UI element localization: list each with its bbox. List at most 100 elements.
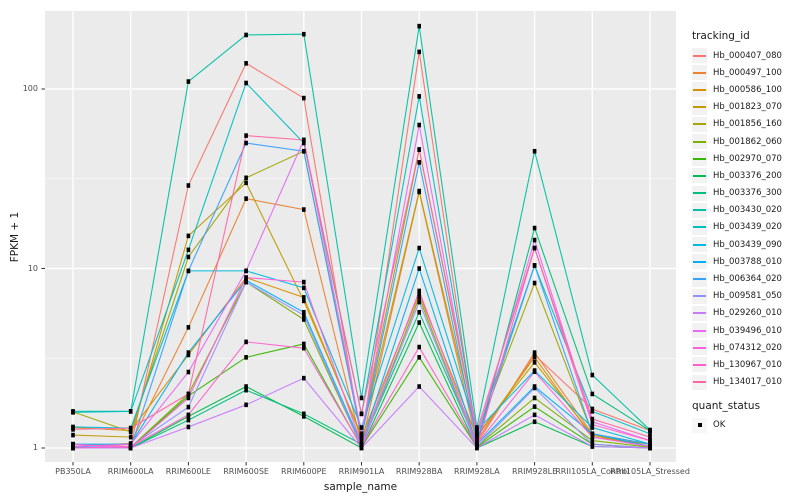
y-tick-label: 100 xyxy=(22,84,38,93)
data-point xyxy=(359,444,364,449)
series-color-line-icon xyxy=(693,157,706,160)
legend-key xyxy=(692,288,707,304)
series-color-line-icon xyxy=(693,140,706,143)
legend-item: Hb_001856_160 xyxy=(692,116,798,133)
legend-item: Hb_003376_300 xyxy=(692,185,798,202)
data-point xyxy=(186,254,191,260)
data-point xyxy=(186,183,191,188)
data-point xyxy=(475,438,479,443)
x-axis-title: sample_name xyxy=(323,481,398,493)
legend-item: Hb_000586_100 xyxy=(692,81,798,98)
legend-item-label: Hb_003439_020 xyxy=(713,222,782,233)
x-tick-label: RRII105LA_Stressed xyxy=(610,467,690,476)
data-point xyxy=(417,310,421,315)
data-point xyxy=(417,288,421,294)
data-point xyxy=(590,422,595,427)
legend-item: Hb_130967_010 xyxy=(692,356,798,373)
legend-item-label: Hb_002970_070 xyxy=(713,153,782,164)
data-point xyxy=(186,391,191,397)
series-color-line-icon xyxy=(693,192,706,195)
x-tick-label: RRIM928LA xyxy=(454,467,500,476)
x-tick-label: RRIM901LA xyxy=(338,467,385,476)
data-point xyxy=(532,280,537,286)
data-point xyxy=(302,341,306,347)
data-point xyxy=(532,369,537,375)
data-point xyxy=(186,352,191,358)
legend-title-tracking-id: tracking_id xyxy=(692,30,750,42)
legend-item-label: Hb_006364_020 xyxy=(713,274,782,285)
data-point xyxy=(244,279,248,285)
legend-item-label: Hb_074312_020 xyxy=(713,342,782,353)
data-point xyxy=(417,160,421,165)
data-point xyxy=(244,61,248,66)
legend-item-label: Hb_039496_010 xyxy=(713,325,782,336)
data-point xyxy=(244,387,248,393)
data-point xyxy=(186,424,191,430)
series-color-line-icon xyxy=(693,381,706,384)
data-point xyxy=(590,391,595,397)
legend-item-label: Hb_003439_090 xyxy=(713,239,782,250)
data-point xyxy=(359,411,364,417)
legend-item: Hb_003376_200 xyxy=(692,167,798,184)
data-point xyxy=(648,427,652,433)
data-point xyxy=(417,266,421,271)
data-point xyxy=(244,339,248,345)
legend-key xyxy=(692,237,707,253)
legend-key xyxy=(692,357,707,373)
data-point xyxy=(532,245,537,251)
series-color-line-icon xyxy=(693,226,706,229)
data-point xyxy=(590,438,595,443)
data-point xyxy=(648,438,652,443)
data-point xyxy=(532,148,537,154)
data-point xyxy=(128,409,133,414)
data-point xyxy=(302,345,306,351)
data-point xyxy=(302,31,306,37)
data-point xyxy=(532,419,537,425)
legend-key xyxy=(692,151,707,167)
data-point xyxy=(590,409,595,414)
legend-item: Hb_000497_100 xyxy=(692,64,798,81)
legend-key xyxy=(692,48,707,64)
legend-key xyxy=(692,323,707,339)
legend-key xyxy=(692,254,707,270)
series-color-line-icon xyxy=(693,278,706,281)
data-point xyxy=(71,445,75,451)
data-point xyxy=(302,95,306,101)
legend-item: Hb_134017_010 xyxy=(692,374,798,391)
legend-key xyxy=(692,65,707,81)
legend-key xyxy=(692,168,707,184)
data-point xyxy=(186,395,191,401)
data-point xyxy=(186,369,191,375)
data-point xyxy=(417,295,421,300)
y-tick-label: 1 xyxy=(32,443,38,452)
y-tick-label: 10 xyxy=(27,263,38,273)
data-point xyxy=(302,414,306,419)
data-point xyxy=(648,434,652,440)
data-point xyxy=(186,79,191,84)
legend-item-label: Hb_009581_050 xyxy=(713,291,782,302)
data-point xyxy=(71,441,75,447)
legend-item-label: Hb_003788_010 xyxy=(713,256,782,267)
legend-item-label: Hb_001862_060 xyxy=(713,136,782,147)
data-point xyxy=(244,180,248,186)
data-point xyxy=(244,275,248,280)
legend-key xyxy=(692,185,707,201)
data-point xyxy=(359,438,364,443)
data-point xyxy=(186,233,191,239)
legend-item-label: Hb_001823_070 xyxy=(713,102,782,113)
legend-key xyxy=(692,219,707,235)
data-point xyxy=(244,384,248,389)
legend-key-ok xyxy=(692,417,707,433)
data-point xyxy=(590,431,595,437)
data-point xyxy=(186,247,191,253)
series-color-line-icon xyxy=(693,243,706,246)
data-point xyxy=(244,175,248,181)
data-point xyxy=(302,137,306,143)
x-tick-label: RRIM928LE xyxy=(512,467,558,476)
series-color-line-icon xyxy=(693,123,706,126)
legend-item: Hb_029260_010 xyxy=(692,305,798,322)
legend-item-label: Hb_134017_010 xyxy=(713,377,782,388)
data-point xyxy=(417,355,421,360)
data-point xyxy=(532,263,537,268)
data-point xyxy=(590,419,595,425)
